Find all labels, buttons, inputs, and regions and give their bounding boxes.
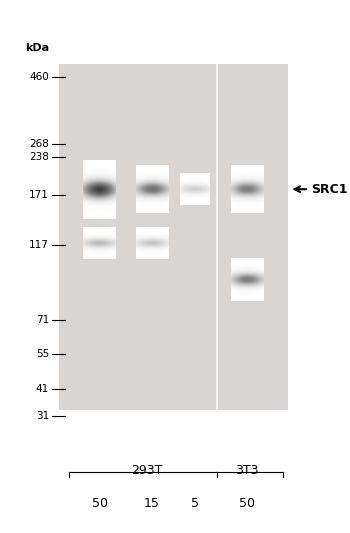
FancyBboxPatch shape [59,64,288,410]
Text: 293T: 293T [132,464,163,477]
Text: 460: 460 [29,72,49,82]
Text: 50: 50 [92,497,108,510]
Text: 171: 171 [29,190,49,199]
Text: 5: 5 [191,497,198,510]
Text: 3T3: 3T3 [235,464,259,477]
Text: SRC1: SRC1 [311,183,347,196]
Text: 238: 238 [29,152,49,162]
Text: 268: 268 [29,139,49,149]
Text: 55: 55 [36,350,49,359]
Text: 71: 71 [36,315,49,325]
Text: 15: 15 [144,497,160,510]
Text: 31: 31 [36,411,49,421]
Text: kDa: kDa [25,43,49,53]
Text: 50: 50 [239,497,255,510]
Text: 41: 41 [36,384,49,394]
Text: 117: 117 [29,240,49,250]
